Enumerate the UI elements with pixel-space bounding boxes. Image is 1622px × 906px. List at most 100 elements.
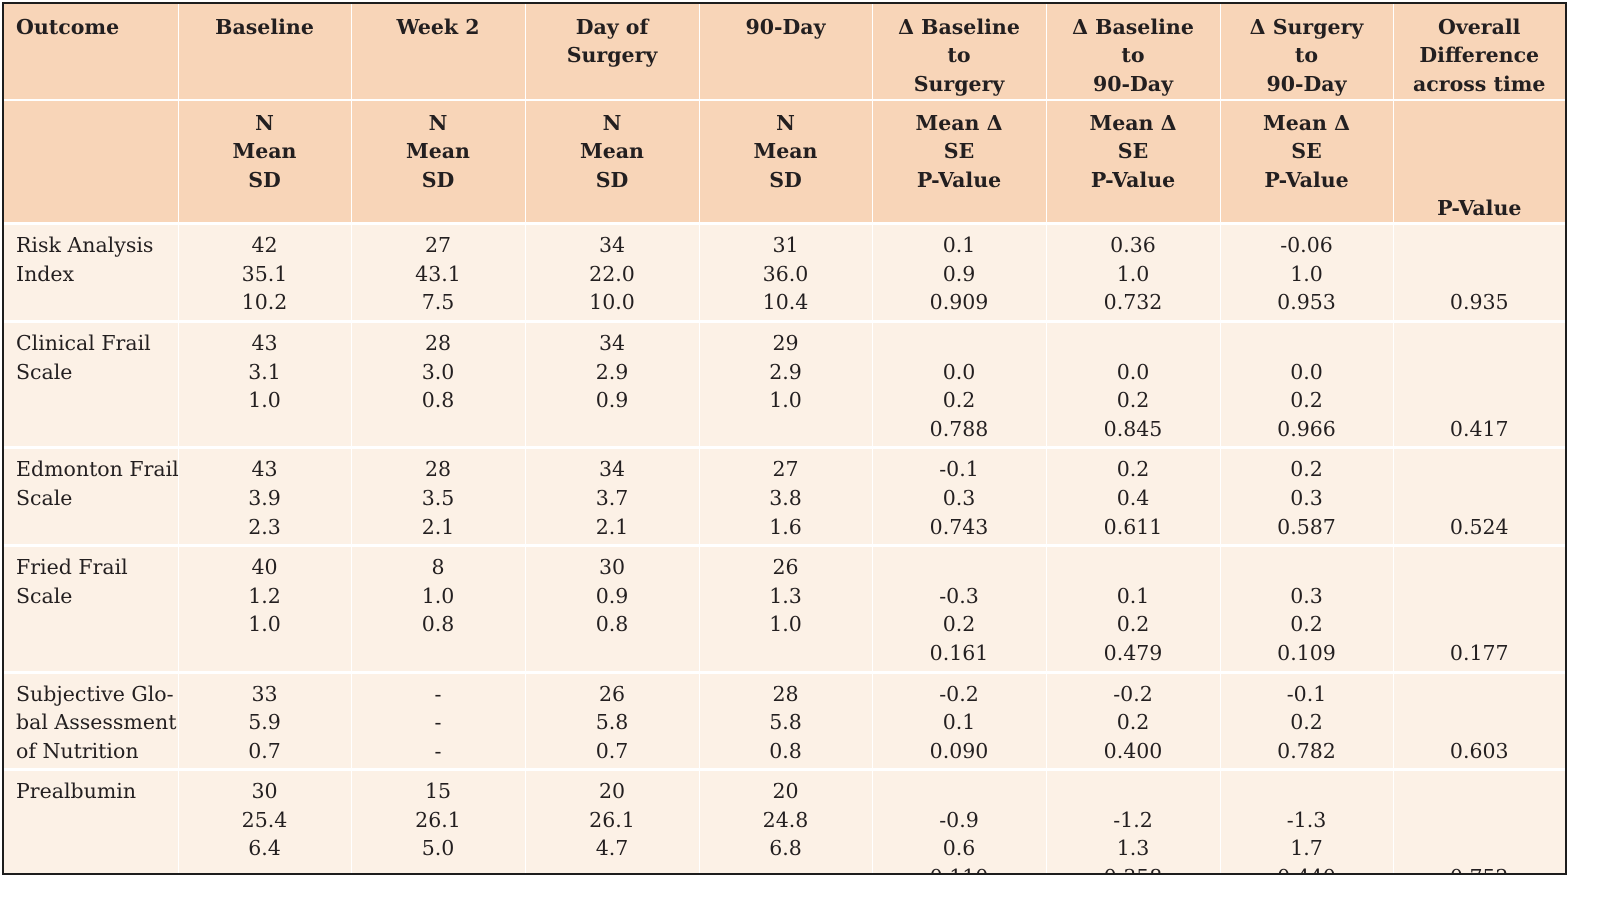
value-cell: 0.177	[1393, 544, 1566, 672]
cell-value: 0.2	[1116, 612, 1150, 637]
cell-value: -0.9	[939, 807, 979, 832]
cell-value: -	[434, 738, 442, 763]
statistic-header-text: N	[428, 111, 448, 135]
cell-value: 1.2	[248, 583, 281, 608]
value-cell: 15 26.1 5.0	[351, 768, 526, 873]
statistic-header-text: Mean	[406, 139, 470, 164]
cell-value: 0.479	[1103, 640, 1163, 665]
cell-value: 10.2	[241, 290, 288, 315]
cell-value: -0.2	[1113, 681, 1153, 706]
statistic-header: N Mean SD	[351, 100, 526, 224]
cell-value	[1394, 329, 1566, 358]
cell-value: -1.3	[1286, 807, 1327, 832]
column-header-text: Week 2	[396, 15, 480, 39]
value-cell: 28 5.8 0.8	[699, 670, 873, 770]
cell-value	[1394, 806, 1566, 835]
cell-value: 15	[424, 779, 452, 804]
column-header: Δ Baseline to 90-Day	[1046, 4, 1221, 101]
cell-value	[1047, 329, 1220, 358]
cell-value: 0.1	[942, 233, 976, 258]
cell-value: 0.782	[1277, 738, 1336, 763]
statistic-header-text	[1394, 137, 1566, 165]
value-cell: 0.3 0.2 0.109	[1220, 544, 1394, 672]
outcome-label: Scale	[16, 359, 73, 384]
cell-value: 1.0	[769, 388, 802, 413]
cell-value: 0.587	[1277, 514, 1336, 539]
cell-value: -0.1	[1286, 681, 1327, 706]
value-cell: 0.524	[1393, 446, 1565, 546]
cell-value: 34	[598, 457, 626, 482]
cell-value	[1047, 777, 1220, 806]
value-cell: 27 43.1 7.5	[351, 222, 526, 322]
column-header-text: to	[1121, 43, 1145, 68]
cell-value: 0.752	[1394, 863, 1566, 873]
column-header: Outcome	[4, 4, 179, 101]
cell-value	[1394, 386, 1566, 415]
column-header-text: Baseline	[215, 15, 314, 39]
statistic-header-text: P-Value	[1264, 167, 1349, 192]
cell-value: 0.440	[1221, 863, 1393, 873]
table-row: Prealbumin 30 25.4 6.4 15 26.1 5.0 20 26.1 4.7 20 2…	[4, 768, 1566, 873]
statistic-header-text: SE	[1117, 139, 1149, 164]
cell-value: 0.109	[1277, 640, 1336, 665]
cell-value: 26	[772, 555, 799, 580]
statistic-header-text: N	[776, 111, 795, 135]
cell-value: 34	[598, 330, 626, 355]
cell-value	[1394, 708, 1566, 737]
header-row-statistics: N Mean SD N Mean SD N Mean SD N Mean SD Mean Δ SE P-Va…	[4, 100, 1565, 224]
cell-value: 26.1	[415, 807, 461, 832]
cell-value: 7.5	[421, 290, 455, 315]
cell-value: 0.2	[1290, 388, 1323, 413]
statistic-header: Mean Δ SE P-Value	[1046, 100, 1221, 224]
cell-value: 1.0	[248, 388, 281, 413]
value-cell: 0.2 0.3 0.587	[1220, 446, 1394, 546]
cell-value	[1394, 358, 1566, 387]
cell-value: 6.4	[248, 836, 281, 861]
outcomes-table: Outcome Baseline Week 2 Day of Surgery 90-Day…	[2, 2, 1567, 875]
cell-value: 0.358	[1047, 863, 1220, 873]
cell-value: 2.1	[595, 514, 629, 539]
outcome-label: Clinical Frail	[16, 330, 151, 355]
cell-value: 0.6	[942, 836, 976, 861]
cell-value	[1394, 834, 1566, 863]
cell-value: 5.8	[595, 710, 629, 735]
statistic-header-text	[1394, 166, 1566, 194]
cell-value: 20	[772, 779, 799, 804]
value-cell: 0.0 0.2 0.966	[1220, 319, 1394, 448]
cell-value: 5.8	[769, 710, 802, 735]
outcome-label: Subjective Glo-	[16, 681, 174, 706]
cell-value: 0.7	[248, 738, 281, 763]
value-cell: 34 22.0 10.0	[525, 222, 700, 322]
cell-value: -0.1	[939, 457, 979, 482]
cell-value: 2.1	[421, 514, 455, 539]
cell-value: 0.400	[1103, 738, 1163, 763]
cell-value: 3.8	[769, 485, 802, 510]
cell-value	[526, 863, 699, 873]
cell-value: 2.3	[248, 514, 281, 539]
value-cell: 43 3.9 2.3	[178, 446, 352, 546]
value-cell: -0.1 0.3 0.743	[872, 446, 1047, 546]
value-cell: -1.3 1.7 0.440	[1220, 768, 1394, 873]
value-cell: -0.2 0.2 0.400	[1046, 670, 1221, 770]
cell-value: 0.732	[1103, 290, 1163, 315]
statistic-header: Mean Δ SE P-Value	[872, 100, 1047, 224]
cell-value: 24.8	[762, 807, 809, 832]
value-cell: 30 0.9 0.8	[525, 544, 700, 672]
cell-value	[1394, 553, 1566, 582]
outcome-label: bal Assessment	[16, 710, 177, 735]
cell-value: -	[434, 681, 442, 706]
column-header-text: Δ Surgery	[1249, 15, 1364, 39]
column-header: Overall Difference across time	[1393, 4, 1565, 101]
cell-value	[1221, 329, 1393, 358]
cell-value: 5.0	[421, 836, 455, 861]
statistic-header-text: Mean	[232, 139, 297, 164]
outcomes-table-grid: Outcome Baseline Week 2 Day of Surgery 90-Day…	[4, 4, 1566, 873]
cell-value: 0.2	[1116, 710, 1150, 735]
statistic-header-text: Mean Δ	[1089, 111, 1177, 135]
outcome-cell: Risk Analysis Index	[4, 222, 179, 322]
value-cell: 40 1.2 1.0	[178, 544, 352, 672]
value-cell: -1.2 1.3 0.358	[1046, 768, 1221, 873]
cell-value: 1.6	[769, 514, 802, 539]
cell-value: 0.2	[1290, 457, 1323, 482]
outcome-label: of Nutrition	[16, 738, 139, 763]
